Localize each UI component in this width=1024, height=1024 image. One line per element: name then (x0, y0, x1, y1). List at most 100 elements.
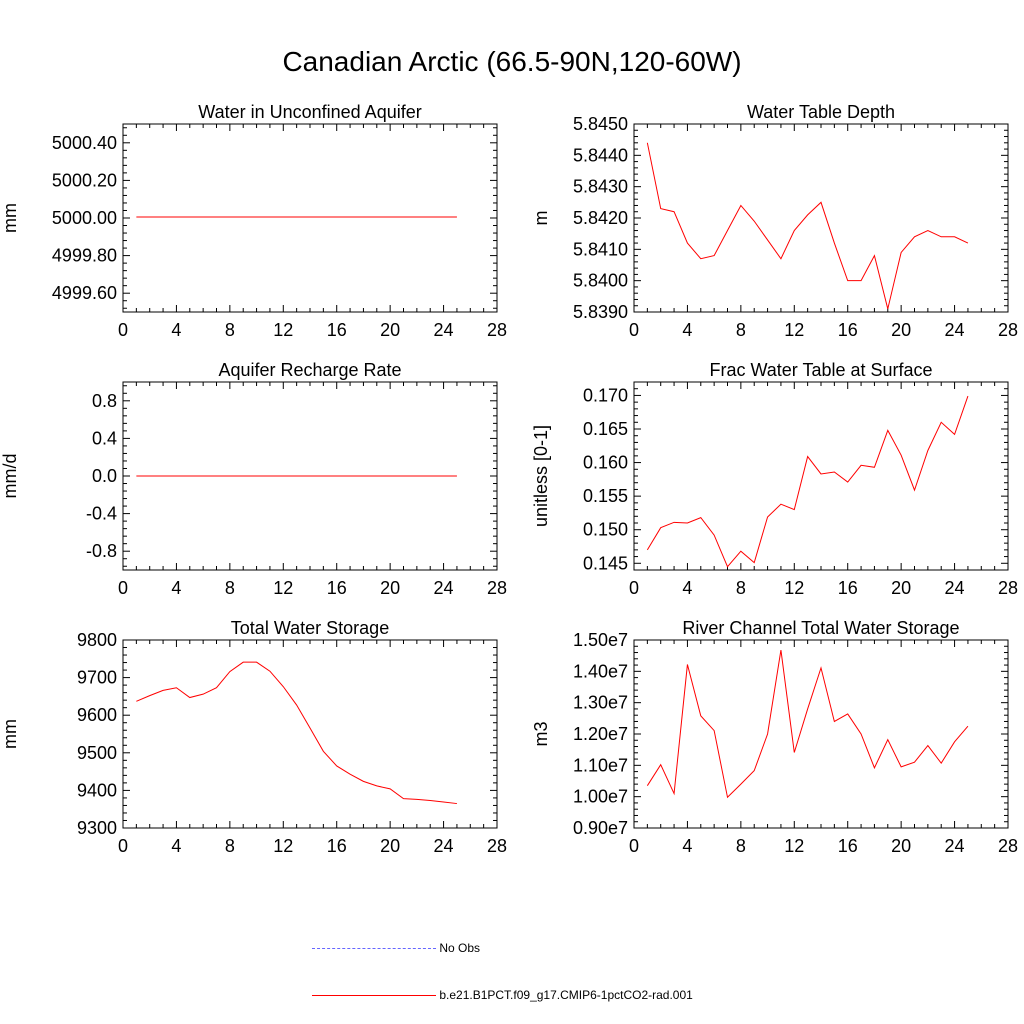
series-line-1 (646, 649, 969, 799)
x-tick-label: 8 (736, 836, 746, 856)
x-tick-label: 0 (629, 836, 639, 856)
panel-2: Water Table Depth m 0 4 8 12 16 20 24 28 5.8390 5.8… (531, 102, 1018, 340)
x-tick-label: 16 (838, 578, 858, 598)
y-tick-label: 9400 (77, 780, 117, 800)
panel-title: Water in Unconfined Aquifer (198, 102, 421, 122)
x-tick-label: 8 (736, 578, 746, 598)
x-tick-label: 0 (118, 836, 128, 856)
y-tick-label: 1.40e7 (573, 661, 628, 681)
y-axis-label: unitless [0-1] (531, 425, 551, 527)
y-tick-label: 0.150 (583, 520, 628, 540)
panel-6: River Channel Total Water Storage m3 0 4 8 12… (531, 618, 1018, 856)
y-axis-label: m (531, 211, 551, 226)
y-tick-label: 1.50e7 (573, 630, 628, 650)
series-line-1 (136, 661, 457, 805)
x-tick-label: 0 (118, 320, 128, 340)
y-tick-label: 1.20e7 (573, 724, 628, 744)
y-tick-label: 5.8410 (573, 239, 628, 259)
x-tick-label: 28 (487, 320, 507, 340)
plot-frame (633, 381, 1009, 571)
x-tick-label: 16 (327, 836, 347, 856)
x-tick-label: 24 (945, 578, 965, 598)
y-tick-label: 0.4 (92, 428, 117, 448)
plot-frame (122, 639, 498, 829)
x-tick-label: 4 (682, 836, 692, 856)
x-tick-label: 20 (380, 320, 400, 340)
x-tick-label: 8 (736, 320, 746, 340)
panel-3: Aquifer Recharge Rate mm/d 0 4 8 12 16 20 24 28 -0… (0, 360, 507, 598)
x-tick-label: 4 (171, 578, 181, 598)
plot-frame (122, 123, 498, 313)
legend-obs-label: No Obs (439, 941, 481, 955)
y-tick-label: 5000.40 (52, 133, 117, 153)
panel-title: Water Table Depth (747, 102, 895, 122)
y-tick-label: 0.170 (583, 385, 628, 405)
y-axis-label: mm (0, 203, 20, 233)
y-tick-label: 9500 (77, 743, 117, 763)
x-tick-label: 12 (784, 320, 804, 340)
x-tick-label: 4 (682, 578, 692, 598)
y-tick-label: 5000.00 (52, 208, 117, 228)
x-tick-label: 20 (891, 578, 911, 598)
x-tick-label: 20 (891, 836, 911, 856)
x-tick-label: 12 (273, 836, 293, 856)
y-tick-label: -0.8 (86, 541, 117, 561)
x-tick-label: 12 (784, 836, 804, 856)
y-tick-label: 4999.80 (52, 246, 117, 266)
x-tick-label: 16 (327, 578, 347, 598)
panel-title: Frac Water Table at Surface (709, 360, 932, 380)
x-tick-label: 12 (784, 578, 804, 598)
panel-title: River Channel Total Water Storage (682, 618, 959, 638)
x-tick-label: 0 (118, 578, 128, 598)
y-tick-label: 5000.20 (52, 170, 117, 190)
panel-4: Frac Water Table at Surface unitless [0-1… (531, 360, 1018, 598)
x-tick-label: 20 (380, 578, 400, 598)
x-tick-label: 16 (327, 320, 347, 340)
y-tick-label: 0.155 (583, 486, 628, 506)
x-tick-label: 12 (273, 320, 293, 340)
panel-1: Water in Unconfined Aquifer mm 0 4 8 12 16 20 24… (0, 102, 507, 340)
x-tick-label: 24 (945, 320, 965, 340)
y-tick-label: 5.8440 (573, 145, 628, 165)
plot-frame (633, 123, 1009, 313)
x-tick-label: 28 (998, 578, 1018, 598)
x-tick-label: 28 (998, 836, 1018, 856)
x-tick-label: 20 (891, 320, 911, 340)
y-axis-label: m3 (531, 721, 551, 746)
series-line-1 (646, 142, 969, 309)
x-tick-label: 4 (682, 320, 692, 340)
x-tick-label: 24 (434, 578, 454, 598)
y-tick-label: 9300 (77, 818, 117, 838)
x-tick-label: 28 (487, 836, 507, 856)
y-tick-label: 1.00e7 (573, 787, 628, 807)
y-tick-label: 0.145 (583, 553, 628, 573)
legend-obs-line (312, 948, 436, 950)
y-tick-label: 5.8400 (573, 271, 628, 291)
y-tick-label: 1.10e7 (573, 755, 628, 775)
x-tick-label: 20 (380, 836, 400, 856)
y-tick-label: 0.160 (583, 453, 628, 473)
y-tick-label: -0.4 (86, 504, 117, 524)
x-tick-label: 28 (487, 578, 507, 598)
x-tick-label: 4 (171, 836, 181, 856)
y-tick-label: 9700 (77, 668, 117, 688)
panel-title: Aquifer Recharge Rate (218, 360, 401, 380)
y-tick-label: 1.30e7 (573, 693, 628, 713)
y-tick-label: 0.8 (92, 391, 117, 411)
panel-5: Total Water Storage mm 0 4 8 12 16 20 24 28 9300 94… (0, 618, 507, 856)
legend-model-line (312, 995, 436, 997)
x-tick-label: 16 (838, 836, 858, 856)
y-tick-label: 0.90e7 (573, 818, 628, 838)
y-axis-label: mm (0, 719, 20, 749)
y-tick-label: 0.0 (92, 466, 117, 486)
x-tick-label: 28 (998, 320, 1018, 340)
x-tick-label: 0 (629, 320, 639, 340)
x-tick-label: 0 (629, 578, 639, 598)
legend-obs: No Obs (312, 941, 480, 955)
y-tick-label: 9800 (77, 630, 117, 650)
x-tick-label: 16 (838, 320, 858, 340)
y-tick-label: 5.8390 (573, 302, 628, 322)
x-tick-label: 24 (434, 836, 454, 856)
x-tick-label: 24 (945, 836, 965, 856)
